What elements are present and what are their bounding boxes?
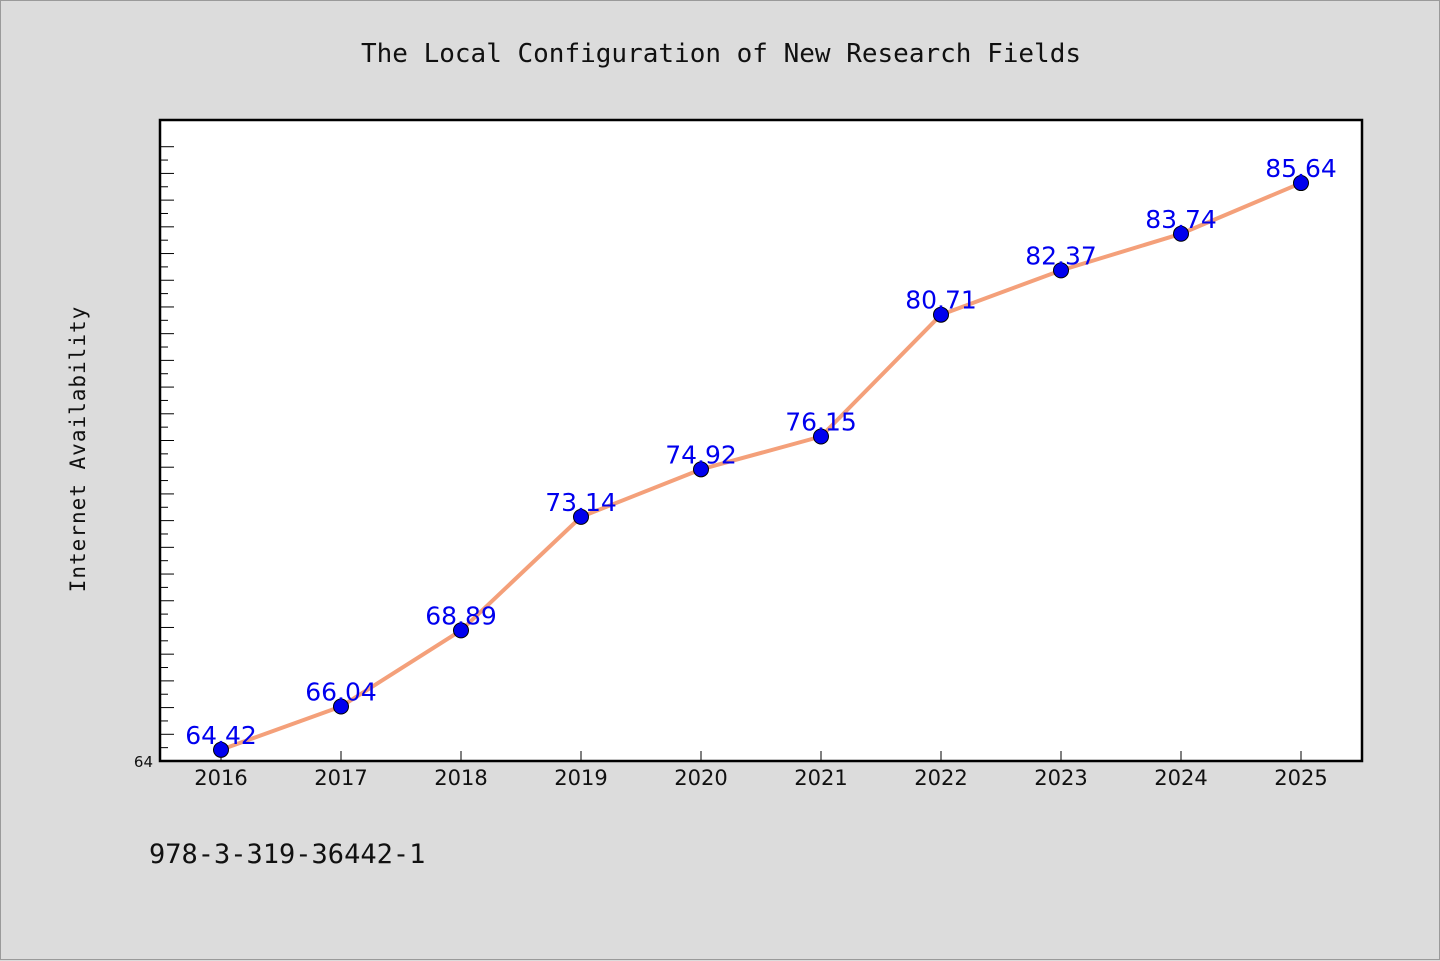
x-tick-label: 2025 <box>1274 766 1327 790</box>
y-axis-ticks: 64 <box>134 146 174 771</box>
data-point <box>333 698 349 715</box>
x-tick-label: 2021 <box>794 766 847 790</box>
data-label: 83.74 <box>1145 205 1217 234</box>
data-label: 64.42 <box>185 721 257 750</box>
data-label: 76.15 <box>785 407 857 436</box>
x-tick-label: 2016 <box>194 766 247 790</box>
x-tick-label: 2024 <box>1154 766 1207 790</box>
data-point <box>1173 225 1189 242</box>
x-tick-label: 2020 <box>674 766 727 790</box>
series-line <box>219 181 1303 752</box>
y-axis-label: Internet Availability <box>66 306 90 593</box>
x-tick-label: 2019 <box>554 766 607 790</box>
data-point <box>1293 175 1309 192</box>
footer-isbn: 978-3-319-36442-1 <box>149 839 425 870</box>
data-point <box>813 428 829 445</box>
plot-area <box>158 118 1364 763</box>
data-point <box>213 741 229 758</box>
x-axis-ticks: 2016 2017 2018 2019 2020 2021 2022 2023 2024 2025 <box>194 751 1328 790</box>
data-point <box>453 622 469 639</box>
data-label: 80.71 <box>905 286 977 315</box>
data-label: 74.92 <box>665 440 737 469</box>
y-tick-label: 64 <box>134 753 153 771</box>
data-label: 85.64 <box>1265 154 1337 183</box>
data-point <box>1053 262 1069 279</box>
data-point <box>933 306 949 323</box>
data-point <box>573 508 589 525</box>
series-group: 64.42 66.04 68.89 73.14 74.92 76.15 80.71 82.37… <box>185 154 1337 758</box>
x-tick-label: 2023 <box>1034 766 1087 790</box>
data-point <box>693 461 709 478</box>
data-label: 66.04 <box>305 678 377 707</box>
data-label: 82.37 <box>1025 241 1097 270</box>
chart-title: The Local Configuration of New Research … <box>361 39 1081 69</box>
x-tick-label: 2018 <box>434 766 487 790</box>
data-label: 73.14 <box>545 488 617 517</box>
x-tick-label: 2017 <box>314 766 367 790</box>
x-tick-label: 2022 <box>914 766 967 790</box>
data-label: 68.89 <box>425 601 497 630</box>
